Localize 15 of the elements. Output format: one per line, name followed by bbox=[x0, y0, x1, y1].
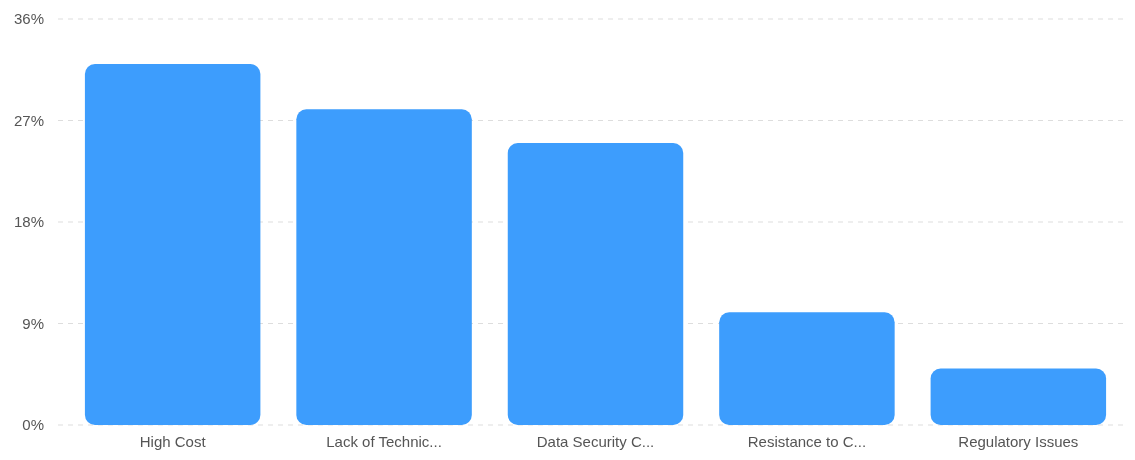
x-tick-label: High Cost bbox=[139, 433, 207, 450]
y-tick-label: 0% bbox=[22, 416, 44, 434]
bar bbox=[84, 64, 261, 425]
y-tick-label: 36% bbox=[13, 10, 44, 28]
bar bbox=[719, 312, 895, 425]
x-tick-label: Lack of Technic... bbox=[326, 433, 442, 450]
x-tick-label: Regulatory Issues bbox=[958, 433, 1079, 450]
x-tick-label: Resistance to C... bbox=[747, 433, 867, 450]
bar bbox=[507, 143, 684, 425]
y-tick-label: 18% bbox=[13, 213, 44, 231]
bar bbox=[296, 109, 472, 425]
y-tick-label: 9% bbox=[22, 314, 44, 332]
y-tick-label: 27% bbox=[13, 111, 44, 129]
x-tick-label: Data Security C... bbox=[536, 433, 655, 450]
bar bbox=[930, 368, 1107, 425]
